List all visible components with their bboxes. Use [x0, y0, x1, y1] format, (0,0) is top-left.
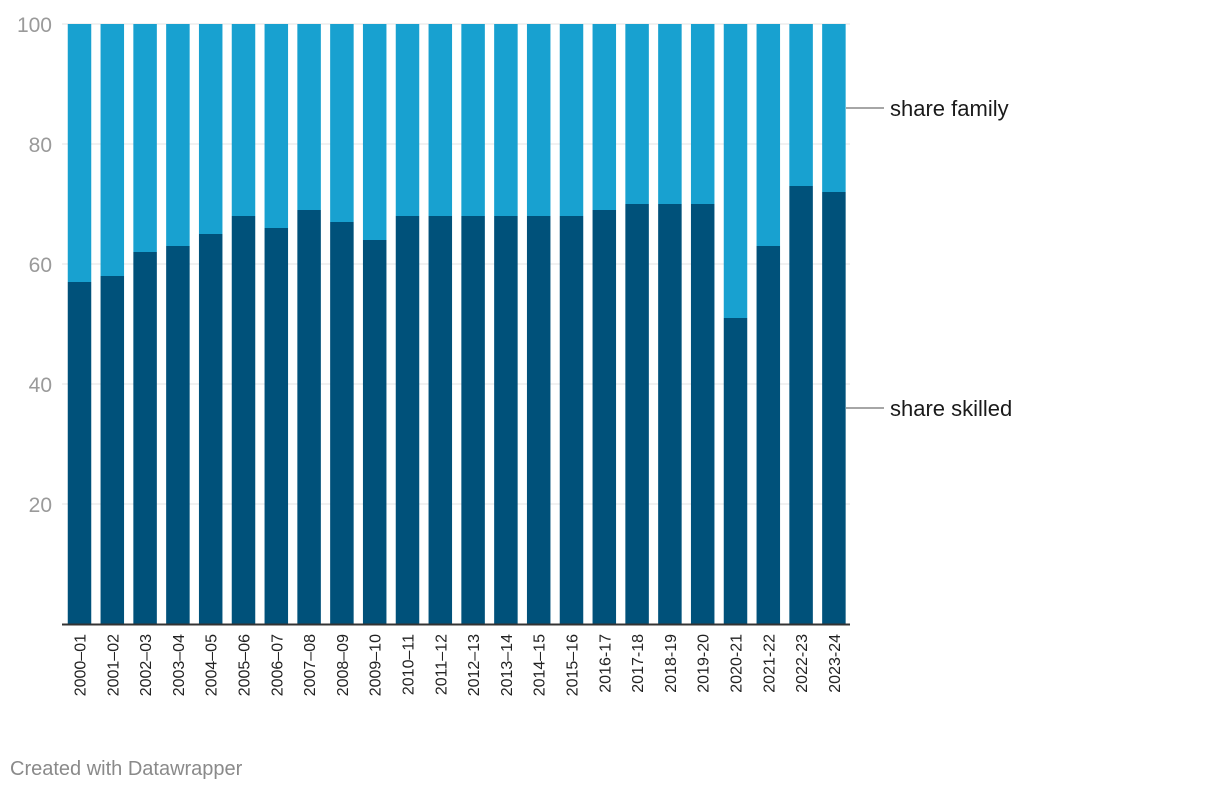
bar-share-family	[395, 24, 420, 216]
x-tick-label: 2005–06	[237, 634, 254, 696]
bar-share-skilled	[264, 228, 289, 624]
x-tick-label: 2019-20	[696, 634, 713, 693]
x-tick-label: 2018-19	[663, 634, 680, 693]
x-tick-label: 2011–12	[433, 634, 450, 695]
bar-share-family	[822, 24, 846, 192]
bar-share-family	[428, 24, 453, 216]
bar-share-skilled	[789, 186, 813, 624]
bar-share-family	[756, 24, 781, 246]
bar-share-family	[362, 24, 387, 240]
bar-share-skilled	[461, 216, 485, 624]
x-tick-label: 2000–01	[73, 634, 90, 696]
bar-share-skilled	[67, 282, 92, 624]
x-tick-label: 2013–14	[499, 634, 516, 696]
x-tick-label: 2007–08	[302, 634, 319, 696]
bar-share-family	[625, 24, 649, 204]
x-tick-label: 2002–03	[138, 634, 155, 696]
bar-share-family	[297, 24, 321, 210]
x-tick-label: 2017-18	[630, 634, 647, 693]
bar-share-family	[658, 24, 682, 204]
x-tick-label: 2022-23	[794, 634, 811, 693]
y-tick-label: 80	[29, 134, 52, 157]
x-tick-label: 2009–10	[368, 634, 385, 696]
bar-share-skilled	[133, 252, 157, 624]
x-tick-label: 2006–07	[269, 634, 286, 696]
x-tick-label: 2008–09	[335, 634, 352, 696]
bar-share-skilled	[231, 216, 256, 624]
x-tick-label: 2021-22	[761, 634, 778, 693]
bar-share-skilled	[297, 210, 321, 624]
bar-share-family	[100, 24, 125, 276]
bar-share-skilled	[658, 204, 682, 624]
y-tick-label: 60	[29, 254, 52, 277]
bar-share-skilled	[395, 216, 420, 624]
x-tick-label: 2003–04	[171, 634, 188, 696]
bar-share-family	[690, 24, 715, 204]
series-label: share skilled	[890, 396, 1012, 421]
bar-share-skilled	[625, 204, 649, 624]
y-tick-label: 40	[29, 374, 52, 397]
bar-share-family	[330, 24, 354, 222]
bar-share-skilled	[756, 246, 781, 624]
x-tick-label: 2014–15	[532, 634, 549, 696]
x-tick-label: 2010–11	[401, 634, 418, 695]
bar-share-skilled	[362, 240, 387, 624]
x-tick-label: 2020-21	[729, 634, 746, 693]
bar-share-family	[461, 24, 485, 216]
x-tick-label: 2012–13	[466, 634, 483, 696]
bar-share-family	[592, 24, 617, 210]
y-tick-label: 100	[17, 14, 52, 37]
bar-share-skilled	[166, 246, 190, 624]
bar-share-skilled	[822, 192, 846, 624]
x-tick-label: 2023-24	[827, 634, 844, 693]
bar-share-family	[67, 24, 92, 282]
bar-share-family	[494, 24, 518, 216]
bar-share-family	[789, 24, 813, 186]
bar-share-skilled	[526, 216, 551, 624]
bar-share-family	[559, 24, 584, 216]
bar-share-family	[264, 24, 289, 228]
bar-share-family	[166, 24, 190, 246]
bar-share-family	[526, 24, 551, 216]
bar-share-skilled	[494, 216, 518, 624]
bar-share-family	[723, 24, 748, 318]
x-tick-label: 2001–02	[105, 634, 122, 696]
x-tick-label: 2004–05	[204, 634, 221, 696]
bar-share-skilled	[559, 216, 584, 624]
bar-share-family	[133, 24, 157, 252]
bar-share-skilled	[330, 222, 354, 624]
bar-share-skilled	[198, 234, 223, 624]
bar-share-skilled	[723, 318, 748, 624]
footer-credit: Created with Datawrapper	[10, 758, 243, 780]
bar-share-family	[198, 24, 223, 234]
y-tick-label: 20	[29, 494, 52, 517]
x-tick-label: 2016-17	[597, 634, 614, 693]
bar-share-skilled	[428, 216, 453, 624]
x-tick-label: 2015–16	[565, 634, 582, 696]
bar-share-skilled	[592, 210, 617, 624]
series-label: share family	[890, 96, 1009, 121]
bar-share-skilled	[100, 276, 125, 624]
bar-share-skilled	[690, 204, 715, 624]
bar-share-family	[231, 24, 256, 216]
